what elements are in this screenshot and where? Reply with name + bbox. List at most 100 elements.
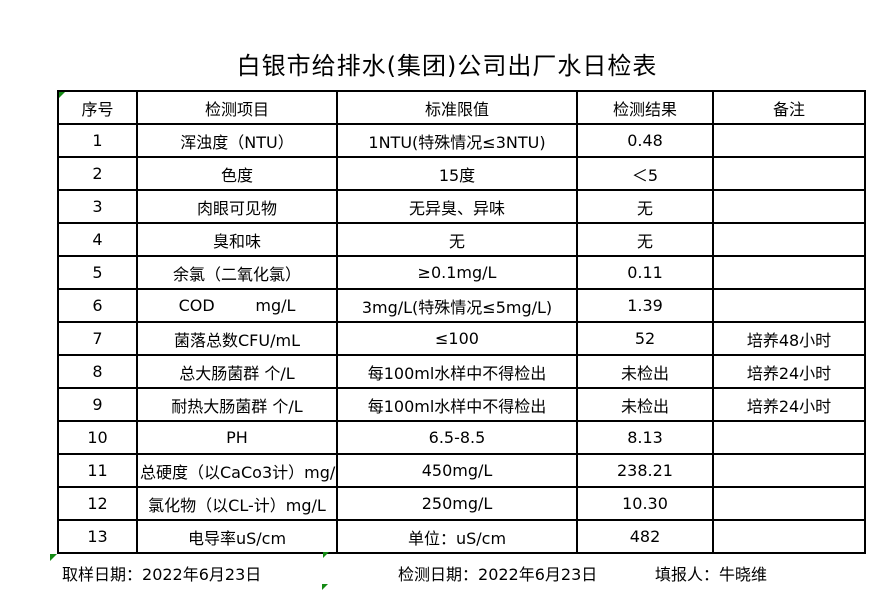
cell-remark — [712, 420, 866, 455]
cell-remark — [712, 288, 866, 323]
green-triangle-icon — [50, 554, 57, 561]
column-header-remark: 备注 — [712, 90, 866, 125]
cell-no: 2 — [57, 156, 138, 191]
cell-item: COD mg/L — [136, 288, 338, 323]
cell-limit: 无异臭、异味 — [336, 189, 578, 224]
cell-item: 总大肠菌群 个/L — [136, 354, 338, 389]
column-header-result: 检测结果 — [576, 90, 714, 125]
cell-limit: 3mg/L(特殊情况≤5mg/L) — [336, 288, 578, 323]
cell-limit: 15度 — [336, 156, 578, 191]
cell-no: 5 — [57, 255, 138, 290]
water-quality-table: 序号 检测项目 标准限值 检测结果 备注 1 浑浊度（NTU） 1NTU(特殊情况≤3NTU… — [57, 90, 866, 554]
test-date: 检测日期：2022年6月23日 — [398, 561, 597, 585]
cell-remark: 培养24小时 — [712, 387, 866, 422]
cell-no: 11 — [57, 453, 138, 488]
cell-remark — [712, 156, 866, 191]
cell-limit: 1NTU(特殊情况≤3NTU) — [336, 123, 578, 158]
cell-item: 余氯（二氧化氯） — [136, 255, 338, 290]
cell-result: 10.30 — [576, 486, 714, 521]
cell-limit: 单位：uS/cm — [336, 519, 578, 554]
cell-item: 氯化物（以CL-计）mg/L — [136, 486, 338, 521]
cell-no: 8 — [57, 354, 138, 389]
cell-item: 肉眼可见物 — [136, 189, 338, 224]
reporter-label: 填报人： — [655, 565, 720, 584]
cell-limit: 250mg/L — [336, 486, 578, 521]
column-header-limit: 标准限值 — [336, 90, 578, 125]
table-row: 5 余氯（二氧化氯） ≥0.1mg/L 0.11 — [57, 255, 866, 290]
cell-result: 52 — [576, 321, 714, 356]
sample-date: 取样日期：2022年6月23日 — [62, 561, 261, 585]
cell-limit: 每100ml水样中不得检出 — [336, 354, 578, 389]
column-header-item: 检测项目 — [136, 90, 338, 125]
table-header: 序号 检测项目 标准限值 检测结果 备注 — [57, 90, 866, 125]
sample-date-value: 2022年6月23日 — [142, 565, 262, 584]
cell-result: 1.39 — [576, 288, 714, 323]
table-row: 4 臭和味无无 — [57, 222, 866, 257]
cell-remark — [712, 255, 866, 290]
cell-remark — [712, 123, 866, 158]
cell-limit: 每100ml水样中不得检出 — [336, 387, 578, 422]
cell-item: 浑浊度（NTU） — [136, 123, 338, 158]
column-header-no: 序号 — [57, 90, 138, 125]
cell-no: 13 — [57, 519, 138, 554]
cell-remark — [712, 189, 866, 224]
table-row: 7 菌落总数CFU/mL ≤100 52 培养48小时 — [57, 321, 866, 356]
cell-remark — [712, 519, 866, 554]
cell-item: 电导率uS/cm — [136, 519, 338, 554]
cell-result: ＜5 — [576, 156, 714, 191]
cell-no: 9 — [57, 387, 138, 422]
cell-item: 菌落总数CFU/mL — [136, 321, 338, 356]
cell-result: 无 — [576, 222, 714, 257]
table-row: 6 COD mg/L 3mg/L(特殊情况≤5mg/L) 1.39 — [57, 288, 866, 323]
cell-result: 无 — [576, 189, 714, 224]
table-row: 1 浑浊度（NTU） 1NTU(特殊情况≤3NTU) 0.48 — [57, 123, 866, 158]
table-row: 9 耐热大肠菌群 个/L 每100ml水样中不得检出 未检出 培养24小时 — [57, 387, 866, 422]
cell-no: 7 — [57, 321, 138, 356]
cell-limit: 450mg/L — [336, 453, 578, 488]
table-row: 11 总硬度（以CaCo3计）mg/L 450mg/L 238.21 — [57, 453, 866, 488]
reporter-value: 牛晓维 — [719, 565, 768, 584]
table-row: 12 氯化物（以CL-计）mg/L 250mg/L 10.30 — [57, 486, 866, 521]
cell-result: 未检出 — [576, 387, 714, 422]
cell-item: 色度 — [136, 156, 338, 191]
cell-no: 3 — [57, 189, 138, 224]
cell-no: 1 — [57, 123, 138, 158]
cell-remark: 培养48小时 — [712, 321, 866, 356]
cell-no: 12 — [57, 486, 138, 521]
table-row: 10 PH 6.5-8.5 8.13 — [57, 420, 866, 455]
table-row: 3 肉眼可见物 无异臭、异味无 — [57, 189, 866, 224]
cell-item: 耐热大肠菌群 个/L — [136, 387, 338, 422]
cell-remark — [712, 486, 866, 521]
reporter: 填报人：牛晓维 — [655, 561, 767, 585]
cell-item: PH — [136, 420, 338, 455]
cell-no: 4 — [57, 222, 138, 257]
cell-result: 8.13 — [576, 420, 714, 455]
cell-remark — [712, 222, 866, 257]
cell-limit: 6.5-8.5 — [336, 420, 578, 455]
cell-limit: ≥0.1mg/L — [336, 255, 578, 290]
cell-result: 0.48 — [576, 123, 714, 158]
cell-remark — [712, 453, 866, 488]
table-body: 1 浑浊度（NTU） 1NTU(特殊情况≤3NTU) 0.48 2 色度 15度 ＜5 3 肉眼可… — [57, 123, 866, 554]
cell-limit: ≤100 — [336, 321, 578, 356]
table-row: 13 电导率uS/cm 单位：uS/cm 482 — [57, 519, 866, 554]
green-triangle-icon — [59, 92, 65, 98]
table-row: 8 总大肠菌群 个/L 每100ml水样中不得检出 未检出 培养24小时 — [57, 354, 866, 389]
green-triangle-icon — [323, 552, 329, 558]
green-triangle-icon — [322, 584, 328, 590]
table-header-row: 序号 检测项目 标准限值 检测结果 备注 — [57, 90, 866, 125]
cell-result: 238.21 — [576, 453, 714, 488]
cell-remark: 培养24小时 — [712, 354, 866, 389]
cell-no: 6 — [57, 288, 138, 323]
test-date-value: 2022年6月23日 — [478, 565, 598, 584]
table-row: 2 色度 15度 ＜5 — [57, 156, 866, 191]
cell-result: 0.11 — [576, 255, 714, 290]
sample-date-label: 取样日期： — [62, 565, 143, 584]
cell-no: 10 — [57, 420, 138, 455]
cell-item: 臭和味 — [136, 222, 338, 257]
cell-limit: 无 — [336, 222, 578, 257]
cell-result: 未检出 — [576, 354, 714, 389]
test-date-label: 检测日期： — [398, 565, 479, 584]
cell-result: 482 — [576, 519, 714, 554]
cell-item: 总硬度（以CaCo3计）mg/L — [136, 453, 338, 488]
